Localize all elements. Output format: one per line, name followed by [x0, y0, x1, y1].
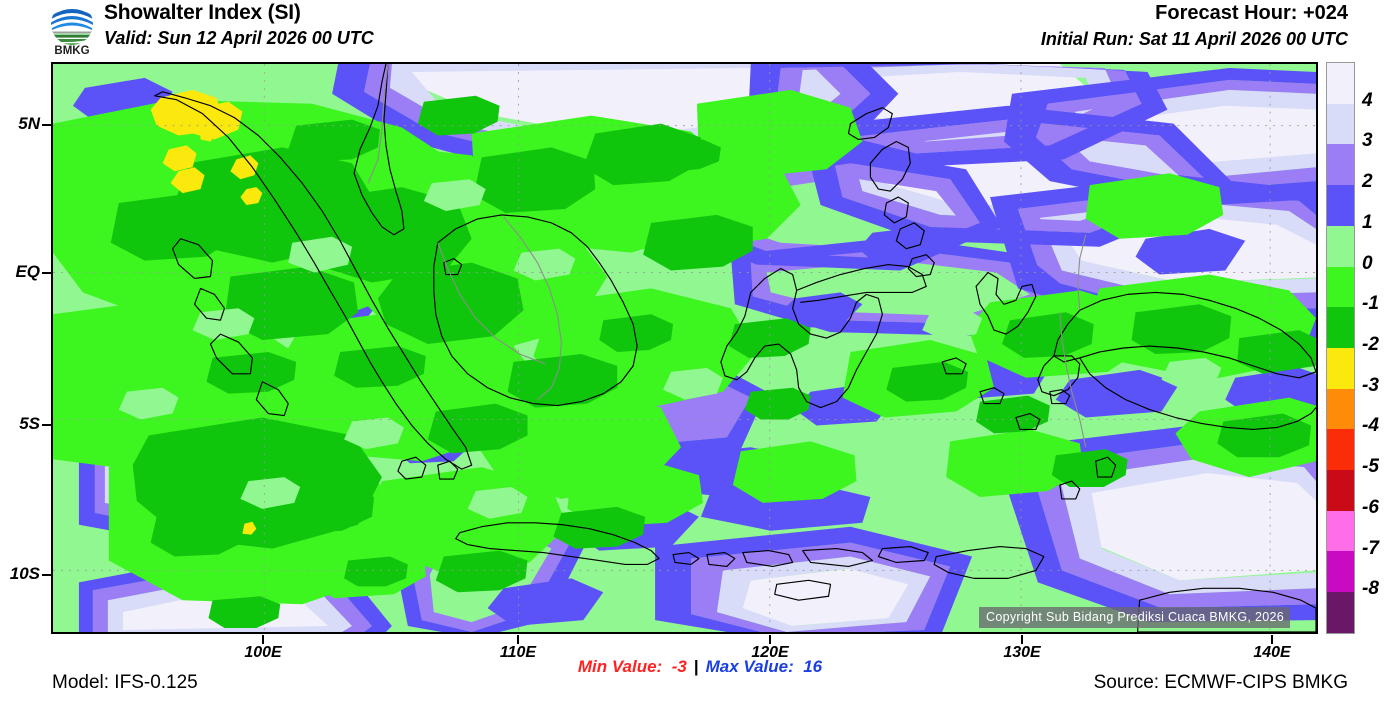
colorbar-band-5	[1327, 266, 1354, 308]
colorbar-tick-label-1: 1	[1362, 211, 1373, 233]
page-title: Showalter Index (SI)	[104, 1, 301, 24]
colorbar-band-12	[1327, 551, 1354, 593]
source-label: Source: ECMWF-CIPS BMKG	[1093, 672, 1348, 693]
y-tick-mark-10s	[42, 574, 51, 576]
x-tick-mark-110e	[517, 635, 519, 644]
x-tick-label-110e: 110E	[499, 644, 537, 661]
x-tick-label-130e: 130E	[1003, 644, 1041, 661]
initial-run-label: Initial Run: Sat 11 April 2026 00 UTC	[1040, 29, 1348, 49]
colorbar-tick-label-neg6: -6	[1362, 496, 1379, 518]
colorbar-band-3	[1327, 185, 1354, 226]
colorbar-band-9	[1327, 429, 1354, 471]
colorbar-tick-label-neg4: -4	[1362, 415, 1379, 437]
max-value-number: 16	[803, 657, 823, 676]
colorbar-tick-label-neg2: -2	[1362, 334, 1379, 355]
minmax-separator: |	[693, 657, 699, 676]
colorbar-band-6	[1327, 307, 1354, 348]
min-max-value-line: Min Value: -3 | Max Value: 16	[0, 657, 1400, 677]
copyright-watermark: Copyright Sub Bidang Prediksi Cuaca BMKG…	[979, 607, 1290, 628]
colorbar-tick-label-neg8: -8	[1362, 578, 1379, 600]
y-tick-mark-5s	[42, 424, 51, 426]
x-tick-mark-100e	[262, 635, 264, 644]
max-value-text: Max Value:	[705, 657, 794, 676]
colorbar-band-10	[1327, 470, 1354, 511]
colorbar-band-4	[1327, 225, 1354, 267]
header-right: Forecast Hour: +024 Initial Run: Sat 11 …	[1041, 0, 1348, 52]
colorbar-band-13	[1327, 592, 1354, 633]
colorbar-band-0	[1327, 63, 1354, 104]
map-plot-area[interactable]: Copyright Sub Bidang Prediksi Cuaca BMKG…	[51, 62, 1318, 634]
y-tick-mark-eq	[42, 272, 51, 274]
colorbar	[1326, 62, 1355, 634]
coastline-layer	[154, 64, 1316, 632]
colorbar-tick-label-2: 2	[1362, 171, 1373, 193]
x-tick-mark-140e	[1271, 635, 1273, 644]
colorbar-tick-label-0: 0	[1362, 252, 1373, 274]
colorbar-band-8	[1327, 388, 1354, 430]
contour-fill-layer	[53, 64, 1316, 632]
y-tick-label-5n: 5N	[18, 114, 40, 133]
max-value-label: Max Value: 16	[706, 657, 823, 676]
colorbar-tick-label-neg3: -3	[1362, 374, 1379, 396]
x-tick-label-120e: 120E	[751, 644, 789, 661]
forecast-hour-label: Forecast Hour: +024	[1155, 2, 1348, 24]
x-tick-mark-130e	[1021, 635, 1023, 644]
showalter-index-contour-field	[53, 64, 1316, 632]
colorbar-band-2	[1327, 144, 1354, 186]
min-value-text: Min Value:	[577, 657, 663, 676]
min-value-number: -3	[671, 657, 687, 676]
colorbar-band-7	[1327, 347, 1354, 389]
colorbar-tick-label-3: 3	[1362, 130, 1373, 152]
graticule-grid-layer	[53, 64, 1316, 632]
y-tick-label-5s: 5S	[19, 414, 40, 433]
y-tick-mark-5n	[42, 124, 51, 126]
model-label: Model: IFS-0.125	[52, 672, 198, 693]
colorbar-band-1	[1327, 103, 1354, 145]
valid-time-label: Valid: Sun 12 April 2026 00 UTC	[104, 28, 374, 48]
colorbar-band-11	[1327, 510, 1354, 552]
x-tick-mark-120e	[769, 635, 771, 644]
bmkg-logo-text: BMKG	[54, 45, 89, 56]
colorbar-tick-label-neg7: -7	[1362, 537, 1379, 559]
header-left: BMKG Showalter Index (SI) Valid: Sun 12 …	[44, 0, 744, 58]
y-tick-label-eq: EQ	[15, 262, 40, 281]
colorbar-tick-label-neg1: -1	[1362, 293, 1379, 315]
colorbar-tick-label-4: 4	[1362, 89, 1373, 111]
bmkg-logo-icon: BMKG	[51, 3, 93, 56]
y-tick-label-10s: 10S	[9, 564, 40, 583]
x-tick-label-140e: 140E	[1253, 644, 1291, 661]
x-tick-label-100e: 100E	[244, 644, 282, 661]
min-value-label: Min Value: -3	[578, 657, 687, 676]
colorbar-tick-label-neg5: -5	[1362, 456, 1379, 478]
country-border-layer	[367, 64, 1087, 448]
